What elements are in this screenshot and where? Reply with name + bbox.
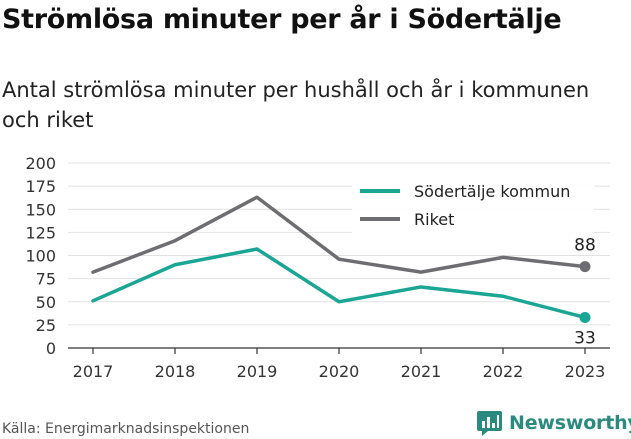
x-tick-label: 2018 xyxy=(155,362,196,381)
source-note: Källa: Energimarknadsinspektionen xyxy=(2,421,250,437)
y-tick-label: 200 xyxy=(25,154,56,173)
series-line-0 xyxy=(91,247,587,320)
x-tick-label: 2021 xyxy=(401,362,442,381)
y-axis-ticks: 0 25 50 75 100 125 150 175 200 xyxy=(25,154,56,358)
end-value-label: 88 xyxy=(574,236,596,256)
y-tick-label: 100 xyxy=(25,247,56,266)
x-tick-label: 2020 xyxy=(319,362,360,381)
legend: Södertälje kommun Riket xyxy=(352,177,594,233)
end-point-0 xyxy=(579,311,591,323)
newsworthy-logo-icon xyxy=(477,411,502,436)
end-point-1 xyxy=(579,261,591,273)
y-tick-label: 75 xyxy=(36,270,56,289)
x-tick-label: 2019 xyxy=(237,362,278,381)
x-axis-ticks: 2017 2018 2019 2020 2021 2022 2023 xyxy=(73,348,606,381)
y-tick-label: 50 xyxy=(36,293,56,312)
chart-title: Strömlösa minuter per år i Södertälje xyxy=(2,4,562,35)
x-tick-label: 2017 xyxy=(73,362,114,381)
legend-label: Riket xyxy=(414,210,454,229)
series-lines xyxy=(91,195,591,323)
y-tick-label: 125 xyxy=(25,223,56,242)
y-tick-label: 25 xyxy=(36,316,56,335)
series-line-1 xyxy=(91,195,587,274)
legend-box xyxy=(352,177,594,233)
chart-subtitle: Antal strömlösa minuter per hushåll och … xyxy=(2,78,590,132)
brand-logo: Newsworthy xyxy=(476,407,631,439)
brand-name: Newsworthy xyxy=(509,412,631,434)
x-tick-label: 2023 xyxy=(565,362,606,381)
end-labels: 33 88 xyxy=(574,236,596,349)
x-tick-label: 2022 xyxy=(483,362,524,381)
y-tick-label: 150 xyxy=(25,200,56,219)
end-value-label: 33 xyxy=(574,328,596,348)
legend-label: Södertälje kommun xyxy=(414,182,570,201)
y-tick-label: 175 xyxy=(25,177,56,196)
y-tick-label: 0 xyxy=(46,339,56,358)
